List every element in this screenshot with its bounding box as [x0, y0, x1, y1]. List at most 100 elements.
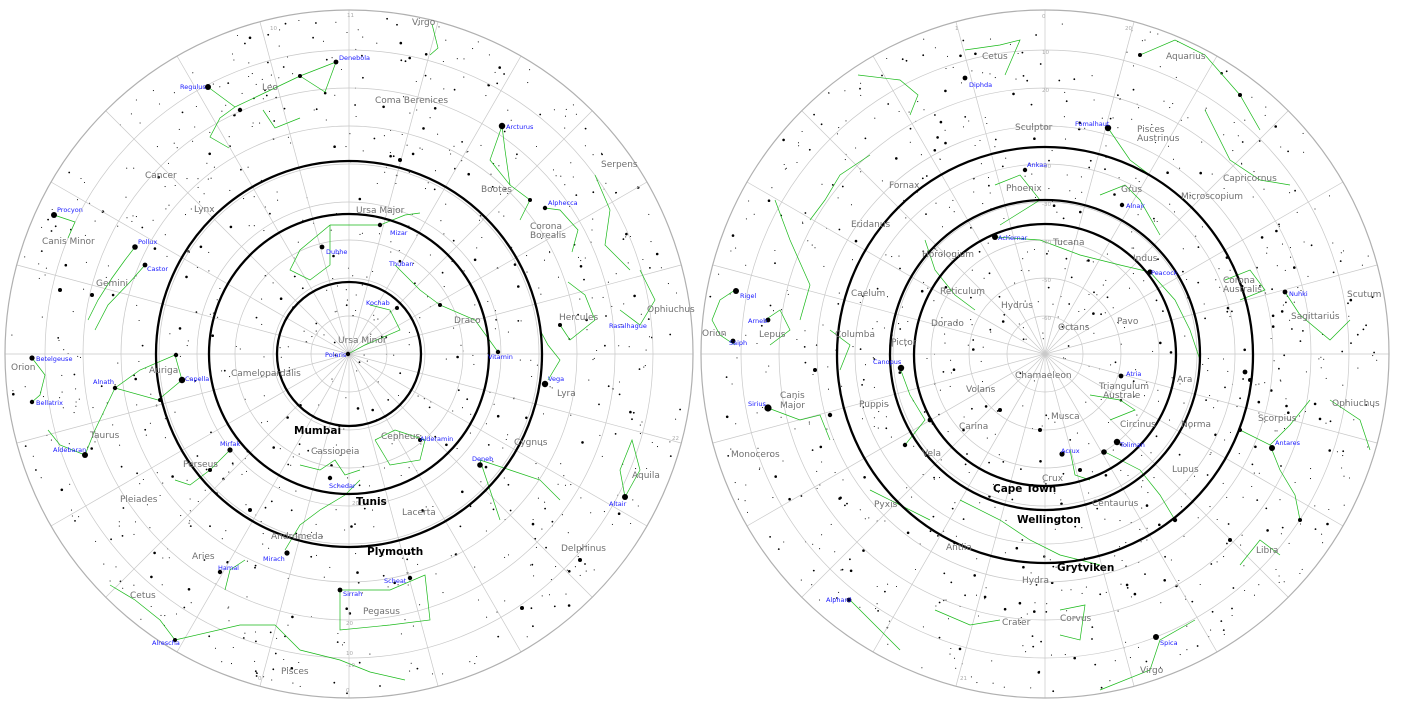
background-star	[1271, 325, 1275, 328]
background-star	[463, 58, 465, 60]
star-sirrah: Sirrah	[343, 590, 362, 598]
background-star	[494, 71, 496, 73]
background-star	[175, 613, 178, 615]
const-caelum: Caelum	[851, 289, 885, 299]
background-star	[1205, 399, 1207, 401]
background-star	[1210, 563, 1213, 565]
background-star	[269, 212, 271, 215]
background-star	[1201, 141, 1203, 143]
background-star	[1283, 581, 1285, 583]
background-star	[75, 401, 77, 403]
const-lupus: Lupus	[1172, 465, 1199, 475]
background-star	[164, 418, 166, 420]
background-star	[725, 415, 729, 419]
background-star	[1222, 358, 1225, 360]
background-star	[1276, 265, 1278, 267]
background-star	[1172, 158, 1175, 160]
background-star	[860, 171, 862, 173]
background-star	[1034, 196, 1037, 198]
background-star	[1180, 119, 1182, 121]
background-star	[406, 558, 409, 561]
background-star	[419, 147, 421, 149]
star-hamal: Hamal	[218, 564, 239, 572]
background-star	[1005, 157, 1007, 159]
background-star	[221, 538, 223, 540]
background-star	[507, 554, 510, 556]
background-star	[157, 175, 160, 179]
background-star	[841, 185, 844, 188]
background-star	[1091, 75, 1093, 77]
background-star	[1167, 145, 1170, 147]
background-star	[994, 506, 996, 508]
background-star	[397, 584, 399, 586]
background-star	[611, 523, 613, 525]
background-star	[1244, 119, 1246, 121]
background-star	[1211, 173, 1213, 175]
background-star	[318, 404, 320, 406]
background-star	[971, 269, 973, 271]
background-star	[370, 333, 372, 335]
background-star	[260, 521, 262, 523]
background-star	[737, 498, 739, 500]
background-star	[453, 145, 455, 147]
star-mirfak: Mirfak	[220, 440, 240, 448]
background-star	[1155, 435, 1158, 438]
svg-text:-20: -20	[1042, 164, 1051, 170]
background-star	[911, 496, 913, 498]
background-star	[837, 197, 839, 199]
background-star	[307, 449, 310, 452]
background-star	[898, 110, 900, 113]
background-star	[977, 615, 980, 617]
background-star	[1125, 583, 1129, 587]
background-star	[1047, 286, 1050, 289]
background-star	[979, 294, 981, 296]
const-norma: Norma	[1181, 420, 1211, 430]
background-star	[1265, 106, 1267, 108]
background-star	[1030, 103, 1033, 106]
background-star	[1146, 381, 1148, 383]
background-star	[819, 484, 821, 486]
background-star	[1096, 294, 1098, 296]
background-star	[948, 206, 951, 208]
background-star	[1120, 469, 1122, 471]
background-star	[1280, 146, 1282, 148]
background-star	[929, 530, 932, 533]
background-star	[474, 566, 476, 568]
background-star	[373, 314, 375, 316]
background-star	[1309, 478, 1312, 480]
const-pavo: Pavo	[1117, 317, 1139, 327]
background-star	[1244, 282, 1247, 284]
background-star	[139, 483, 141, 485]
background-star	[955, 322, 958, 324]
background-star	[107, 265, 109, 267]
background-star	[1226, 306, 1230, 310]
background-star	[1329, 420, 1332, 423]
background-star	[1112, 307, 1114, 309]
background-star	[1080, 176, 1082, 178]
background-star	[168, 204, 170, 206]
background-star	[618, 345, 620, 347]
background-star	[769, 536, 771, 538]
background-star	[1091, 626, 1094, 628]
star-mizar: Mizar	[390, 229, 408, 237]
background-star	[1069, 190, 1071, 192]
background-star	[797, 142, 800, 144]
background-star	[1227, 523, 1230, 525]
background-star	[1252, 196, 1254, 198]
background-star	[1186, 278, 1188, 281]
background-star	[207, 178, 209, 180]
const-libra: Libra	[1256, 546, 1278, 556]
background-star	[552, 169, 555, 171]
background-star	[936, 249, 938, 251]
background-star	[1278, 223, 1280, 226]
background-star	[1241, 141, 1244, 143]
star-canopus: Canopus	[873, 358, 902, 366]
background-star	[246, 596, 248, 598]
star-alnair: Alnair	[1126, 202, 1145, 210]
background-star	[838, 591, 840, 593]
background-star	[1092, 312, 1095, 315]
background-star	[974, 52, 977, 56]
background-star	[248, 62, 250, 64]
background-star	[496, 414, 500, 418]
background-star	[376, 182, 378, 185]
